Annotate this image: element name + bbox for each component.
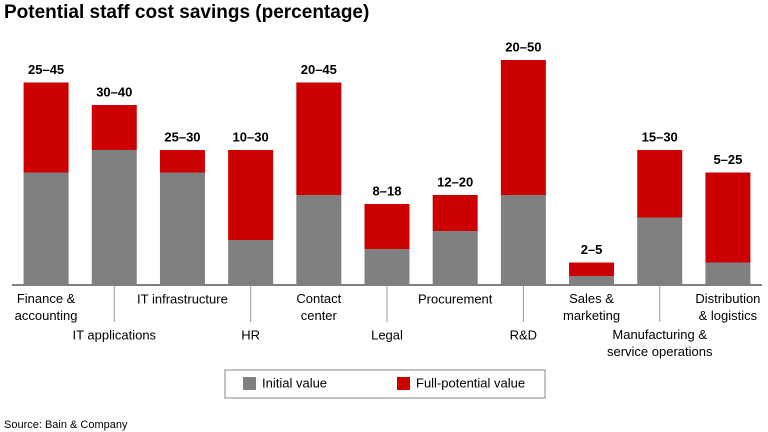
range-label: 5–25	[713, 152, 742, 167]
x-tick-label: IT applications	[72, 327, 156, 342]
bar-segment	[23, 172, 69, 285]
bar-segment	[432, 231, 478, 285]
bar-segment	[705, 262, 751, 285]
bar-segment	[637, 150, 683, 218]
x-tick-label: Contact center	[296, 291, 341, 323]
range-label: 20–50	[505, 39, 541, 54]
bar-segment	[159, 172, 205, 285]
x-tick-label: Sales & marketing	[563, 291, 620, 323]
bar-segment	[569, 276, 615, 285]
source: Source: Bain & Company	[4, 419, 128, 431]
bar-segment	[91, 150, 137, 285]
legend-swatch	[397, 377, 410, 390]
bar-segment	[500, 60, 546, 195]
legend-label: Full-potential value	[416, 375, 525, 390]
bar-segment	[228, 240, 274, 285]
bar-segment	[569, 262, 615, 276]
range-label: 30–40	[96, 84, 132, 99]
range-label: 20–45	[301, 62, 337, 77]
bar-segment	[296, 195, 342, 285]
x-tick-label: IT infrastructure	[137, 291, 228, 306]
bar-segment	[500, 195, 546, 285]
legend-label: Initial value	[262, 375, 327, 390]
bar-segment	[637, 217, 683, 285]
bar-segment	[432, 195, 478, 231]
range-label: 25–45	[28, 62, 64, 77]
chart-title: Potential staff cost savings (percentage…	[4, 2, 369, 23]
x-tick-label: Legal	[371, 327, 403, 342]
range-label: 15–30	[642, 129, 678, 144]
bar-segment	[23, 82, 69, 173]
x-tick-label: HR	[241, 327, 260, 342]
range-label: 8–18	[373, 183, 402, 198]
legend-box	[224, 369, 546, 399]
range-label: 12–20	[437, 174, 473, 189]
range-label: 10–30	[233, 129, 269, 144]
bar-segment	[364, 249, 410, 285]
bar-segment	[364, 204, 410, 249]
x-tick-label: Procurement	[418, 291, 493, 306]
bar-segment	[159, 150, 205, 173]
bar-segment	[705, 172, 751, 263]
bar-segment	[91, 105, 137, 150]
x-tick-label: Finance & accounting	[15, 291, 78, 323]
x-tick-label: R&D	[510, 327, 537, 342]
bar-segment	[228, 150, 274, 240]
range-label: 2–5	[581, 242, 603, 257]
bar-segment	[296, 82, 342, 195]
legend-swatch	[243, 377, 256, 390]
x-tick-label: Distribution & logistics	[695, 291, 760, 323]
x-tick-label: Manufacturing & service operations	[607, 327, 713, 359]
range-label: 25–30	[164, 129, 200, 144]
